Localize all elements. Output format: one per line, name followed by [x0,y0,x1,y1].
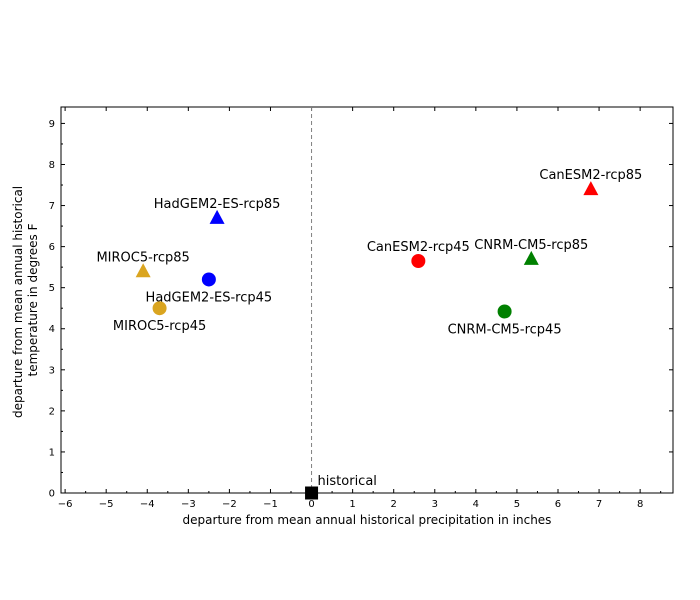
points-layer [135,181,599,500]
axes-layer: −6 −5 −4 −3 −2 −1 0 1 2 3 4 5 6 7 8 0 1 2 3 4 5 6 7 8 9 [49,106,674,510]
x-tick-label: −3 [181,499,196,510]
point-labels-layer: historical MIROC5-rcp85 MIROC5-rcp45 HadGEM… [96,168,642,489]
x-tick-label: −6 [58,499,73,510]
x-tick-label: 8 [637,499,643,510]
x-tick-label: 4 [473,499,479,510]
x-tick-label: 6 [555,499,561,510]
y-tick-label: 7 [49,201,55,212]
y-tick-label: 8 [49,160,55,171]
x-tick-label: 2 [391,499,397,510]
point-label-canesm2-rcp85: CanESM2-rcp85 [539,168,642,183]
y-tick-label: 2 [49,406,55,417]
point-miroc5-rcp45 [152,301,167,316]
point-historical [305,486,319,500]
x-tick-label: −1 [263,499,278,510]
point-miroc5-rcp85 [135,263,151,278]
x-tick-label: 1 [349,499,355,510]
x-tick-label: 3 [432,499,438,510]
y-tick-label: 1 [49,447,55,458]
x-tick-label: −4 [140,499,155,510]
x-tick-label: −2 [222,499,237,510]
y-tick-label: 4 [49,324,55,335]
x-tick-label: 0 [308,499,314,510]
y-tick-label: 5 [49,283,55,294]
y-tick-label: 9 [49,119,55,130]
point-label-miroc5-rcp45: MIROC5-rcp45 [113,319,206,334]
point-label-cnrm-cm5-rcp85: CNRM-CM5-rcp85 [474,238,588,253]
point-label-hadgem2-es-rcp85: HadGEM2-ES-rcp85 [154,197,281,212]
x-tick-label: 5 [514,499,520,510]
point-label-miroc5-rcp85: MIROC5-rcp85 [96,250,189,265]
y-tick-label: 6 [49,242,55,253]
point-canesm2-rcp85 [583,181,599,196]
point-hadgem2-es-rcp45 [201,272,216,287]
point-label-hadgem2-es-rcp45: HadGEM2-ES-rcp45 [146,290,273,305]
y-axis-label-line-1: departure from mean annual historical [11,186,25,418]
point-hadgem2-es-rcp85 [209,209,225,224]
point-cnrm-cm5-rcp85 [523,250,539,265]
y-axis-label: departure from mean annual historical te… [11,182,40,418]
x-tick-label: 7 [596,499,602,510]
x-tick-label: −5 [99,499,114,510]
plot-frame [60,106,674,494]
point-label-canesm2-rcp45: CanESM2-rcp45 [367,240,470,255]
point-canesm2-rcp45 [411,253,426,268]
y-tick-label: 0 [49,489,55,500]
x-axis-label: departure from mean annual historical pr… [183,513,552,527]
y-axis-label-line-2: temperature in degrees F [26,223,40,376]
y-tick-label: 3 [49,365,55,376]
point-label-cnrm-cm5-rcp45: CNRM-CM5-rcp45 [448,322,562,337]
point-label-historical: historical [318,474,377,489]
point-cnrm-cm5-rcp45 [497,304,512,319]
